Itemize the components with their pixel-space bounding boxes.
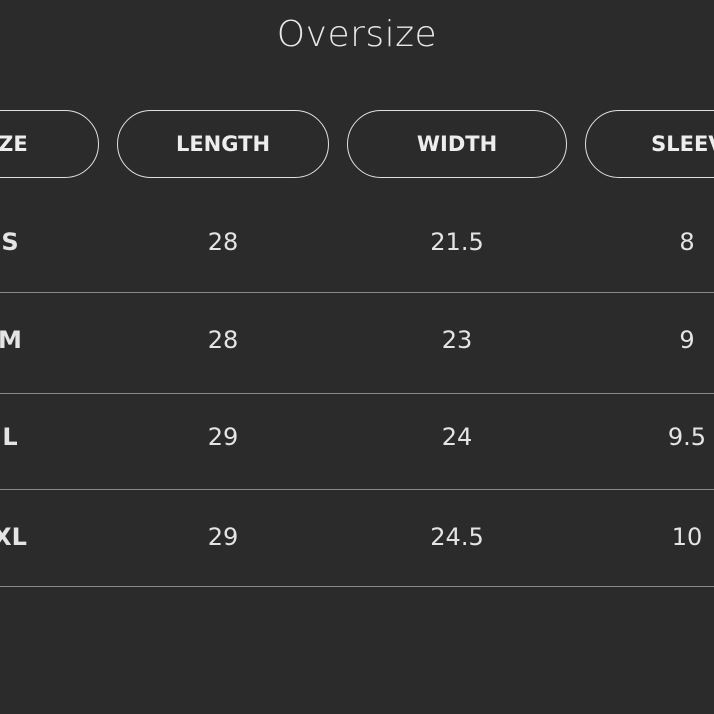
value-cell: 29 (207, 423, 239, 451)
row-divider (0, 489, 714, 490)
value-cell: 24.5 (430, 523, 484, 551)
value-cell: 8 (679, 228, 695, 256)
row-divider (0, 393, 714, 394)
title: Oversize (276, 14, 438, 55)
size-cell: XL (0, 523, 27, 551)
size-cell: S (1, 228, 19, 256)
value-cell: 21.5 (430, 228, 484, 256)
header-pill: SLEEVE (585, 110, 714, 178)
value-cell: 23 (441, 326, 473, 354)
value-cell: 24 (441, 423, 473, 451)
header-pill: LENGTH (117, 110, 329, 178)
value-cell: 10 (671, 523, 703, 551)
value-cell: 28 (207, 326, 239, 354)
header-pill: SIZE (0, 110, 99, 178)
value-cell: 9 (679, 326, 695, 354)
row-divider (0, 586, 714, 587)
value-cell: 28 (207, 228, 239, 256)
value-cell: 29 (207, 523, 239, 551)
size-cell: M (0, 326, 22, 354)
row-divider (0, 292, 714, 293)
size-cell: L (2, 423, 18, 451)
value-cell: 9.5 (667, 423, 707, 451)
header-pill: WIDTH (347, 110, 567, 178)
